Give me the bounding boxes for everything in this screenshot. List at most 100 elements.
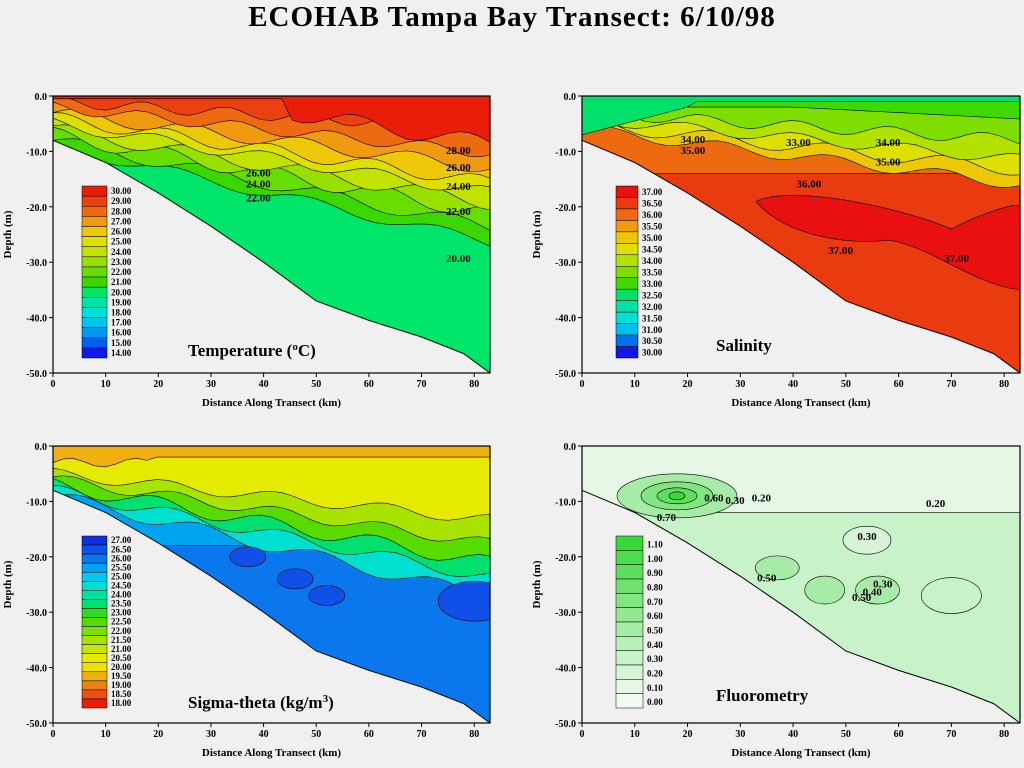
y-tick-label: -30.0	[26, 608, 47, 619]
legend-value: 24.50	[111, 581, 132, 591]
y-tick-label: -20.0	[26, 203, 47, 214]
contour-label: 24.00	[246, 178, 271, 190]
legend-swatch	[81, 535, 108, 546]
contour-label: 20.00	[446, 253, 471, 265]
legend-value: 18.00	[111, 698, 132, 708]
plot-frame	[52, 95, 491, 374]
legend-swatch	[81, 185, 108, 197]
contour-label: 34.00	[680, 134, 705, 146]
x-tick-label: 30	[206, 379, 216, 390]
y-tick-label: -40.0	[555, 664, 576, 675]
legend-swatch	[615, 254, 639, 267]
contour-label: 24.00	[446, 181, 471, 193]
legend-swatch	[615, 334, 639, 347]
legend-value: 31.00	[642, 325, 663, 335]
x-tick-label: 60	[894, 379, 904, 390]
legend-value: 30.00	[642, 348, 663, 358]
legend-swatch	[615, 550, 644, 565]
legend-swatch	[615, 311, 639, 324]
y-tick-label: -40.0	[26, 664, 47, 675]
legend-value: 18.50	[111, 689, 132, 699]
y-axis-label: Depth (m)	[2, 560, 14, 608]
legend-swatch	[615, 650, 644, 666]
contour-label: 33.00	[786, 137, 811, 149]
legend-value: 34.00	[642, 256, 663, 266]
legend-value: 31.50	[642, 313, 663, 323]
x-tick-label: 30	[735, 379, 745, 390]
contour-label: 35.00	[876, 156, 901, 168]
unit-sup: 3	[323, 693, 329, 705]
legend-swatch	[615, 185, 639, 198]
panel-title: Fluorometry	[716, 686, 809, 705]
legend-swatch	[615, 288, 639, 301]
y-tick-label: -20.0	[555, 553, 576, 564]
legend-swatch	[81, 205, 108, 217]
sigma-theta-band	[53, 446, 490, 521]
legend-swatch	[81, 337, 108, 349]
y-axis-label: Depth (m)	[531, 210, 543, 258]
unit-tail: )	[328, 693, 334, 712]
temperature-band	[53, 96, 490, 143]
legend-value: 32.00	[642, 302, 663, 312]
legend-value: 26.50	[111, 544, 132, 554]
x-tick-label: 10	[630, 379, 640, 390]
legend-value: 21.00	[111, 277, 132, 287]
legend-swatch	[615, 664, 644, 680]
plot-fluorometry: 0.700.60 0.30 0.20 0.200.300.500.500.300.40…	[531, 442, 1021, 759]
legend-value: 0.60	[647, 611, 663, 621]
legend-swatch	[81, 246, 108, 258]
legend-value: 19.00	[111, 297, 132, 307]
x-tick-label: 20	[153, 729, 163, 740]
legend-value: 20.50	[111, 653, 132, 663]
y-tick-label: -10.0	[26, 147, 47, 158]
contour-label: 35.00	[680, 145, 705, 157]
y-tick-label: -20.0	[26, 553, 47, 564]
x-tick-label: 70	[946, 379, 956, 390]
legend-value: 26.00	[111, 553, 132, 563]
legend-swatch	[615, 593, 644, 608]
legend-value: 0.40	[647, 640, 663, 650]
legend-swatch	[615, 693, 644, 709]
legend-swatch	[81, 608, 108, 618]
legend-swatch	[81, 626, 108, 636]
y-tick-label: -30.0	[555, 608, 576, 619]
legend-value: 27.00	[111, 216, 132, 226]
contour-label: 28.00	[446, 145, 471, 157]
x-axis-label: Distance Along Transect (km)	[202, 397, 342, 409]
fluorometry-blob	[754, 555, 800, 581]
unit-base: C)	[298, 341, 316, 360]
fluorometry-blob	[668, 491, 686, 501]
legend-value: 18.00	[111, 308, 132, 318]
y-tick-label: -50.0	[26, 369, 47, 380]
contour-label: 34.00	[876, 137, 901, 149]
x-tick-label: 80	[469, 379, 479, 390]
sigma-theta-core	[229, 546, 267, 568]
legend-value: 19.50	[111, 671, 132, 681]
x-tick-label: 20	[683, 729, 693, 740]
legend-swatch	[81, 680, 108, 691]
y-tick-label: -20.0	[555, 203, 576, 214]
legend-swatch	[81, 195, 108, 207]
fluorometry-blob	[804, 575, 846, 605]
legend-value: 22.00	[111, 626, 132, 636]
panel-title: Temperature (oC)	[188, 341, 316, 360]
legend-value: 20.00	[111, 662, 132, 672]
y-tick-label: -50.0	[555, 369, 576, 380]
legend-swatch	[81, 671, 108, 682]
legend-value: 35.50	[642, 222, 663, 232]
legend-swatch	[615, 197, 639, 210]
fluorometry-blob	[921, 577, 982, 614]
legend-swatch	[81, 276, 108, 288]
x-tick-label: 10	[101, 729, 111, 740]
legend-value: 25.00	[111, 237, 132, 247]
legend-swatch	[615, 220, 639, 233]
contour-label: 0.30	[725, 495, 745, 507]
unit-sup: o	[292, 341, 298, 353]
legend-swatch	[81, 236, 108, 247]
legend-swatch	[81, 226, 108, 237]
contour-label: 0.50	[852, 592, 872, 604]
y-tick-label: 0.0	[564, 92, 577, 103]
